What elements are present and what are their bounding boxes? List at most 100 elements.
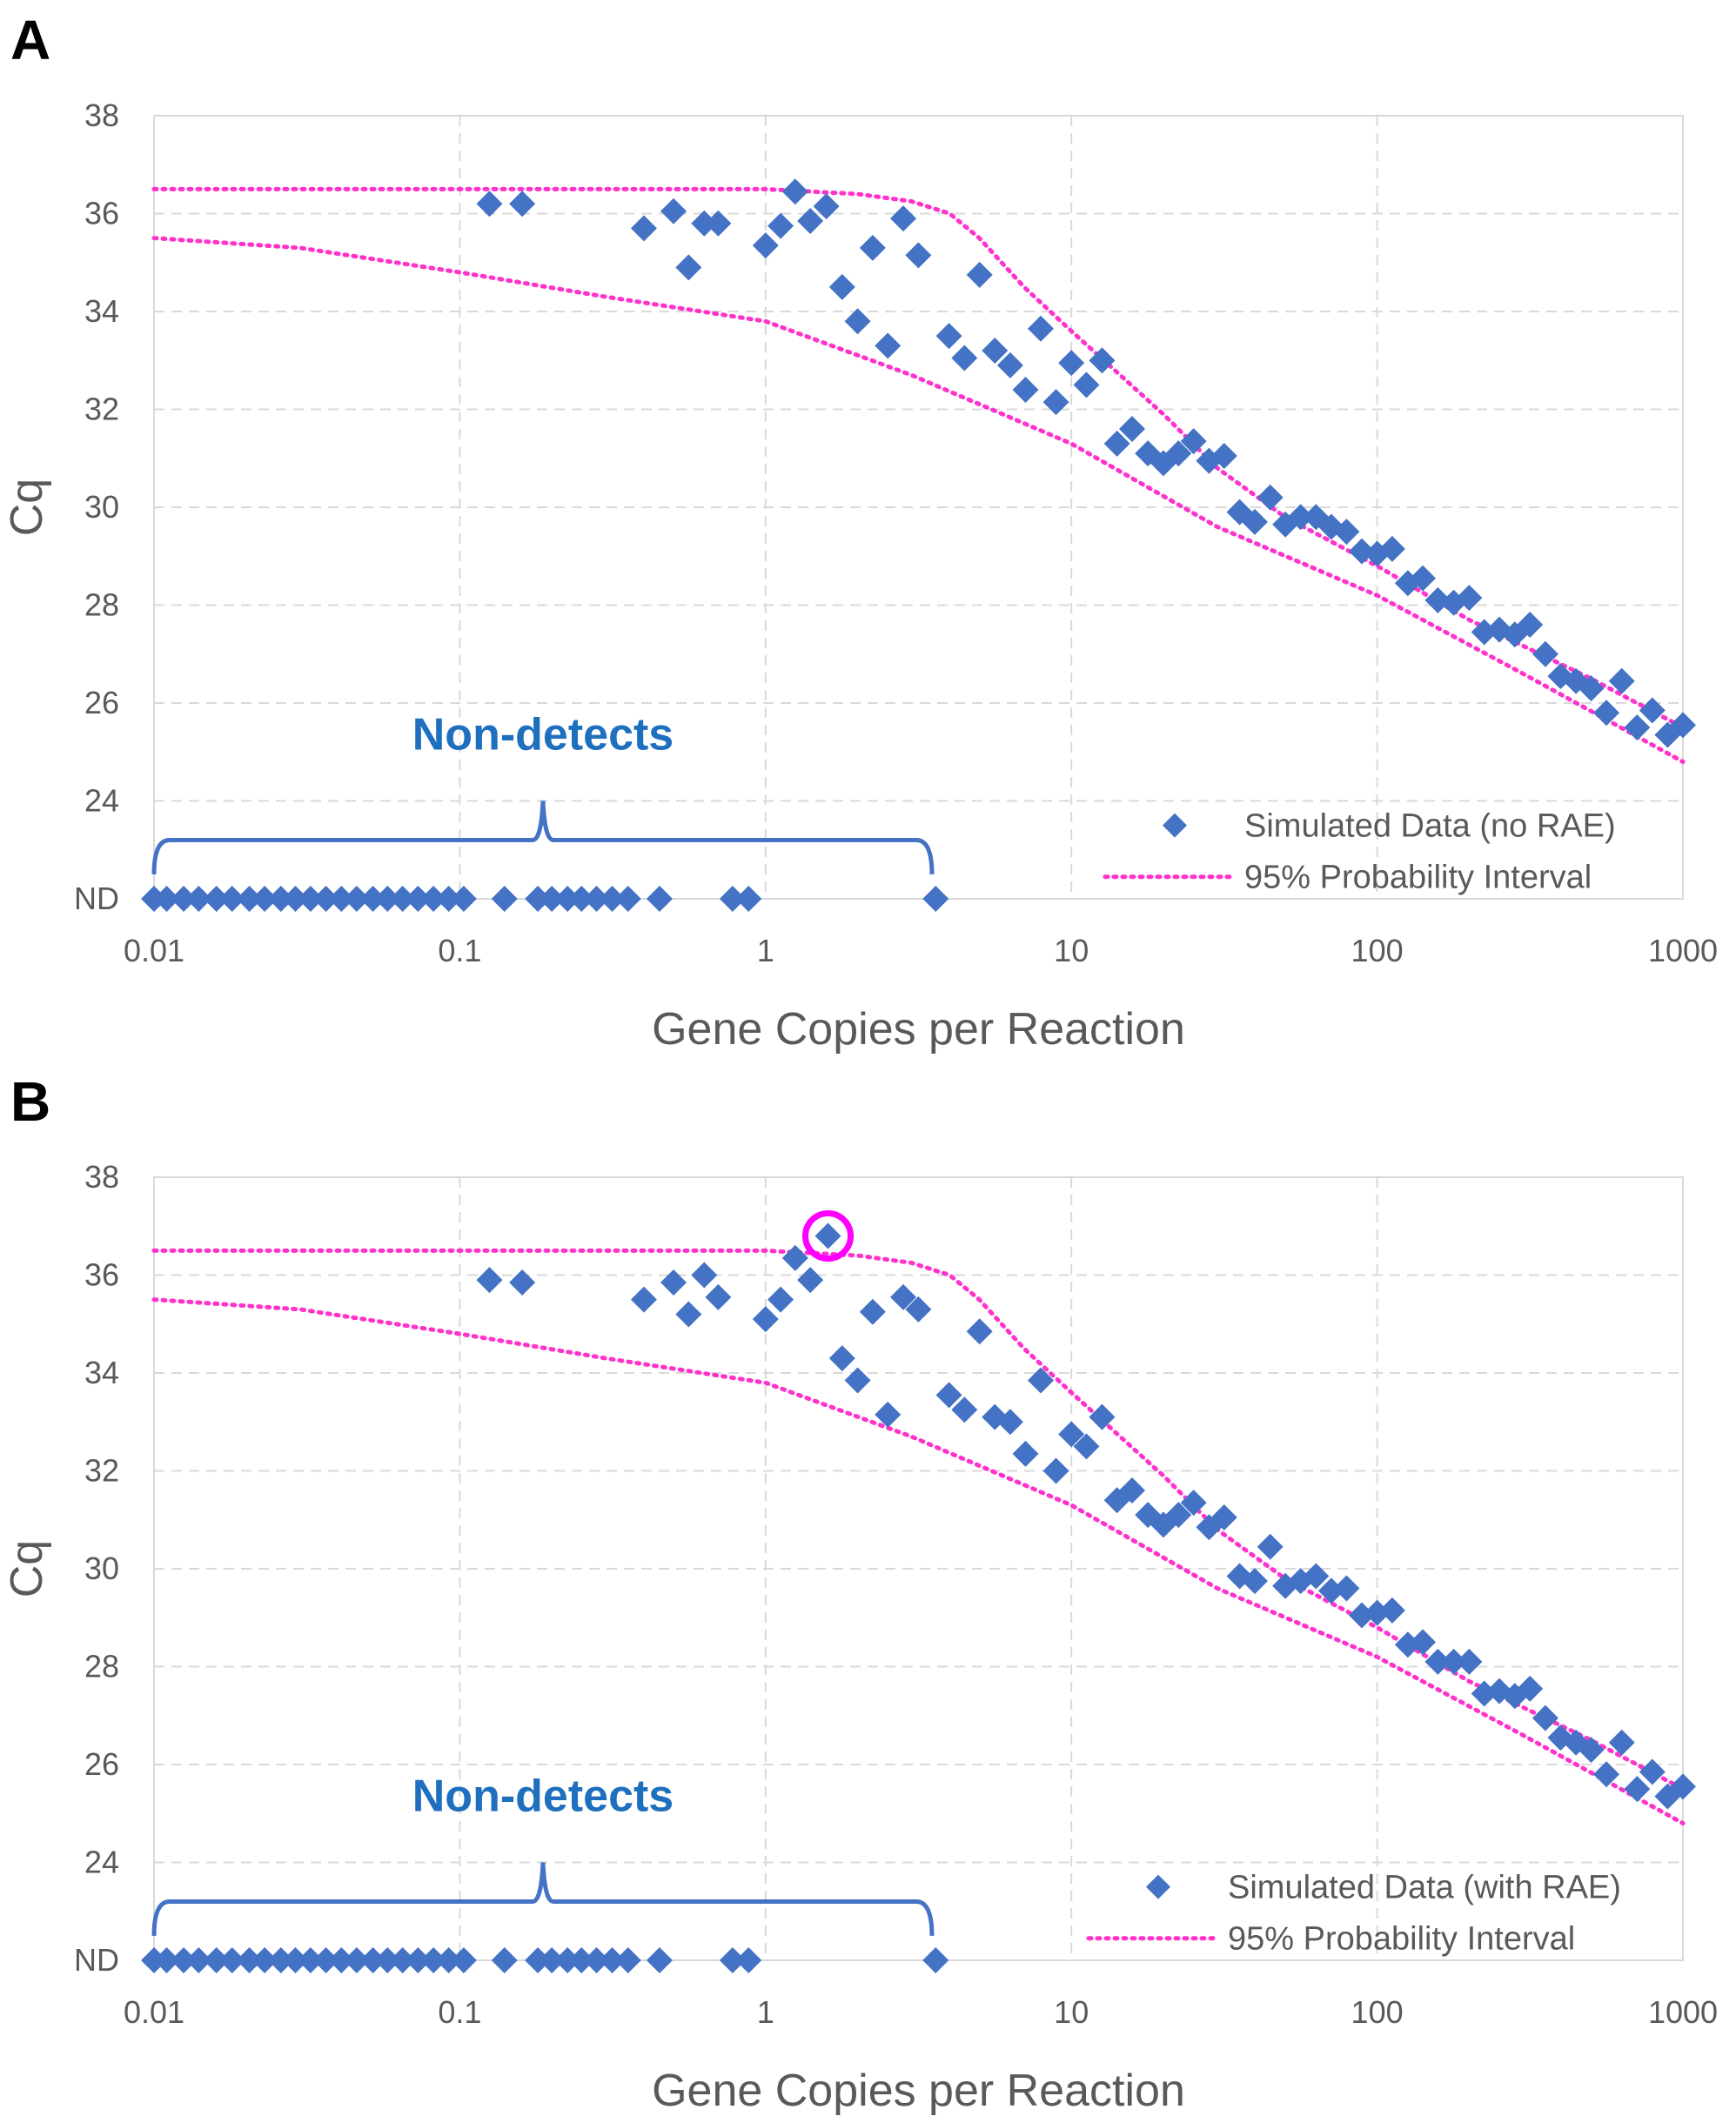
data-point	[1089, 347, 1116, 374]
data-point	[539, 1947, 566, 1973]
data-point	[675, 1301, 702, 1328]
data-point	[1608, 1729, 1635, 1756]
data-point	[996, 1409, 1023, 1436]
data-point	[312, 1947, 339, 1973]
y-tick-label: 28	[84, 587, 119, 623]
data-point	[171, 1947, 198, 1973]
data-point	[374, 886, 401, 912]
data-point	[1593, 700, 1620, 727]
data-point	[1333, 519, 1360, 546]
data-point	[1210, 442, 1237, 469]
data-point	[1624, 714, 1651, 741]
data-point	[1424, 1648, 1451, 1675]
data-point	[1027, 1367, 1054, 1394]
data-point	[450, 886, 477, 912]
data-point	[1042, 1457, 1069, 1484]
data-point	[1517, 1675, 1544, 1702]
non-detects-label: Non-detects	[412, 709, 674, 760]
data-point	[875, 1401, 902, 1428]
data-point	[905, 1296, 932, 1323]
legend-label-interval: 95% Probability Interval	[1228, 1921, 1575, 1958]
data-point	[705, 1283, 732, 1310]
data-point	[420, 1947, 447, 1973]
data-point	[1333, 1575, 1360, 1602]
data-point	[752, 1306, 779, 1333]
legend-label-interval: 95% Probability Interval	[1244, 860, 1592, 896]
data-point	[752, 232, 779, 259]
data-point	[267, 886, 294, 912]
data-point	[1456, 1648, 1483, 1675]
data-point	[797, 1267, 824, 1294]
data-point	[476, 191, 503, 218]
data-point	[343, 886, 370, 912]
panel-label-b: B	[10, 1070, 51, 1133]
data-point	[1257, 1533, 1284, 1560]
data-point	[405, 886, 432, 912]
y-axis-title: Cq	[2, 479, 52, 536]
y-tick-label: 34	[84, 293, 119, 329]
y-tick-label: 24	[84, 783, 119, 819]
data-point	[1608, 667, 1635, 694]
data-point	[646, 1947, 673, 1973]
x-tick-label: 10	[1054, 933, 1089, 968]
data-point	[343, 1947, 370, 1973]
x-tick-label: 0.01	[124, 1994, 184, 2030]
y-tick-label: ND	[74, 1942, 119, 1978]
data-point	[1532, 1704, 1558, 1731]
data-point	[328, 886, 355, 912]
legend-marker-icon	[1163, 813, 1187, 838]
data-point	[797, 207, 824, 234]
data-point	[554, 1947, 581, 1973]
data-point	[599, 1947, 626, 1973]
y-tick-label: 30	[84, 489, 119, 525]
data-point	[813, 193, 840, 220]
data-point	[491, 886, 518, 912]
legend-label-data: Simulated Data (with RAE)	[1228, 1870, 1621, 1906]
chart-b: ND 24 26 28 30 32 34 36 38 0.01 0.1 1 10 100 1000 Gene …	[2, 1159, 1718, 2116]
data-point	[374, 1947, 401, 1973]
y-axis-title: Cq	[2, 1540, 52, 1597]
data-point	[185, 886, 212, 912]
data-point	[203, 1947, 230, 1973]
panel-label-a: A	[10, 9, 51, 71]
y-tick-label: 28	[84, 1649, 119, 1684]
data-point	[1456, 585, 1483, 612]
data-point	[267, 1947, 294, 1973]
data-point	[389, 886, 416, 912]
data-point	[450, 1947, 477, 1973]
data-point	[705, 210, 732, 237]
data-point	[767, 212, 794, 239]
data-point	[1012, 377, 1039, 403]
data-point	[236, 886, 263, 912]
data-point	[1532, 640, 1558, 667]
data-point	[781, 1244, 808, 1271]
data-point	[951, 345, 978, 372]
x-tick-label: 1	[757, 933, 774, 968]
data-point	[1042, 389, 1069, 416]
data-point	[614, 886, 641, 912]
y-tick-label: 32	[84, 392, 119, 427]
data-point	[982, 338, 1009, 364]
non-detects-bracket	[151, 1862, 935, 1936]
data-point	[1165, 440, 1192, 467]
highlight-circle	[802, 1210, 855, 1262]
data-point	[539, 886, 566, 912]
y-tick-label: 38	[84, 1159, 119, 1195]
data-point	[905, 242, 932, 269]
data-point	[1639, 1758, 1666, 1785]
data-point	[359, 886, 386, 912]
data-point	[1119, 1477, 1146, 1504]
data-point	[844, 308, 871, 335]
data-point	[691, 1262, 718, 1289]
data-point	[282, 1947, 309, 1973]
y-tick-label: 24	[84, 1845, 119, 1880]
non-detects-label: Non-detects	[412, 1771, 674, 1821]
data-point	[554, 886, 581, 912]
y-tick-label: 36	[84, 196, 119, 231]
data-point	[675, 254, 702, 281]
data-point	[1210, 1504, 1237, 1530]
data-point	[218, 886, 245, 912]
data-point	[844, 1367, 871, 1394]
y-tick-label: 34	[84, 1355, 119, 1390]
data-point	[435, 1947, 462, 1973]
